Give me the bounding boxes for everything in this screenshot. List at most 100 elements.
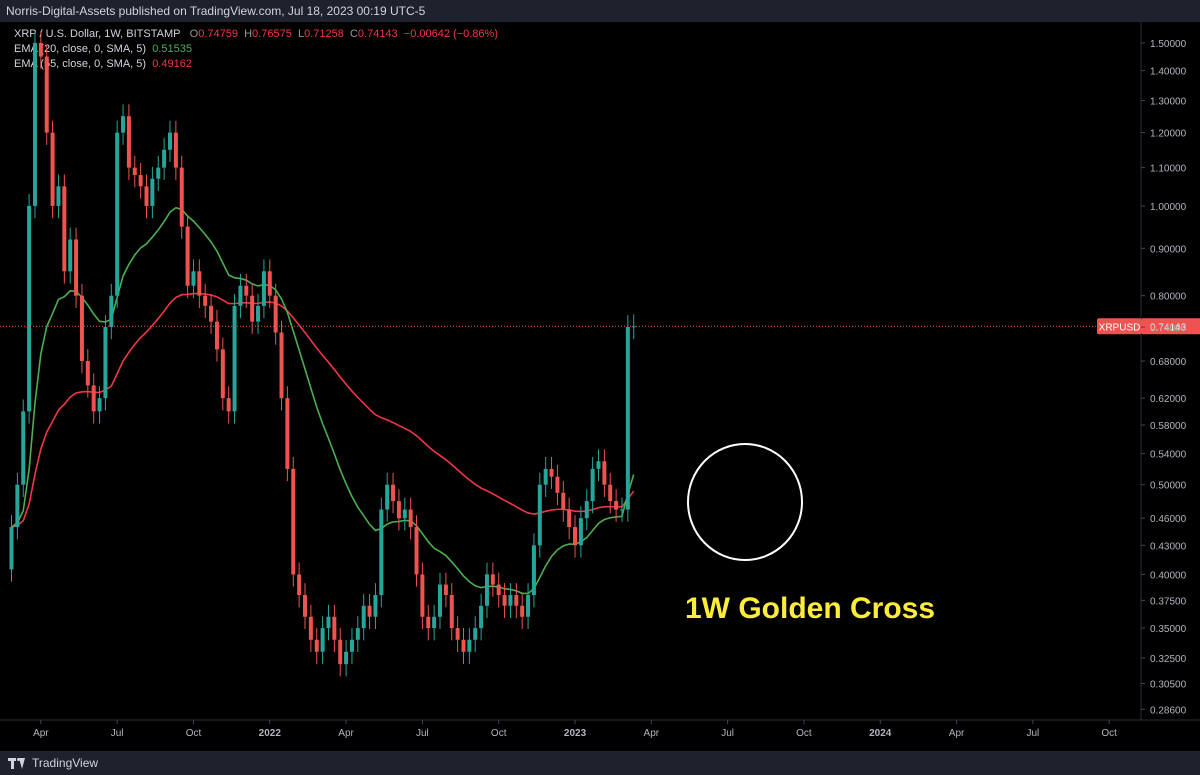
x-tick-label: Jul bbox=[721, 728, 734, 739]
candle bbox=[74, 227, 79, 308]
candle bbox=[132, 155, 137, 188]
x-tick-label: Apr bbox=[33, 728, 49, 739]
y-tick-label: 0.40000 bbox=[1150, 570, 1187, 581]
price-axis[interactable]: 0.28600 0.30500 0.32500 0.35000 0.37500 0.400… bbox=[1141, 39, 1187, 716]
candle bbox=[314, 627, 319, 665]
candle bbox=[602, 449, 607, 497]
candle bbox=[256, 293, 261, 334]
candle bbox=[162, 137, 167, 180]
candle bbox=[38, 31, 43, 69]
candle bbox=[537, 472, 542, 558]
candle bbox=[85, 349, 90, 398]
x-tick-label: Oct bbox=[186, 728, 202, 739]
candle bbox=[126, 104, 131, 180]
legend-low-label: L bbox=[297, 28, 305, 40]
candle bbox=[191, 259, 196, 298]
candle bbox=[473, 616, 478, 653]
y-tick-label: 1.20000 bbox=[1150, 129, 1187, 140]
candle bbox=[173, 120, 178, 180]
candle bbox=[379, 497, 384, 608]
y-tick-label: 0.74000 bbox=[1150, 323, 1187, 334]
last-price-symbol-label: XRPUSD bbox=[1099, 322, 1141, 333]
ema55-line bbox=[11, 292, 635, 528]
candle bbox=[308, 604, 313, 653]
candle bbox=[625, 315, 630, 522]
candle bbox=[279, 320, 284, 411]
candle bbox=[414, 515, 419, 587]
candle bbox=[344, 639, 349, 677]
brand-name: TradingView bbox=[32, 756, 99, 770]
candle bbox=[578, 506, 583, 558]
legend-change: −0.00642 (−0.86%) bbox=[403, 28, 498, 40]
candle bbox=[508, 583, 513, 619]
candle bbox=[467, 627, 472, 665]
last-price-line: XRPUSD 0.74143 bbox=[0, 318, 1200, 335]
legend-low-value: 0.71258 bbox=[304, 28, 344, 40]
candle bbox=[561, 480, 566, 522]
y-tick-label: 0.43000 bbox=[1150, 541, 1187, 552]
x-tick-label: Oct bbox=[796, 728, 812, 739]
candle bbox=[79, 283, 84, 374]
candle bbox=[555, 464, 560, 506]
last-price-value-tag bbox=[1142, 318, 1200, 335]
candle bbox=[490, 562, 495, 597]
y-tick-label: 0.35000 bbox=[1150, 624, 1187, 635]
candle bbox=[349, 627, 354, 665]
x-tick-label: Apr bbox=[338, 728, 354, 739]
candle bbox=[496, 572, 501, 608]
candle bbox=[549, 457, 554, 489]
y-tick-label: 0.30500 bbox=[1150, 679, 1187, 690]
y-tick-label: 0.32500 bbox=[1150, 654, 1187, 665]
time-axis[interactable]: Apr Jul Oct 2022 Apr Jul Oct 2023 Apr Jul Oct 2024 A… bbox=[33, 720, 1117, 739]
y-tick-label: 0.62000 bbox=[1150, 394, 1187, 405]
candle bbox=[150, 166, 155, 219]
tradingview-brand[interactable]: TradingView bbox=[8, 756, 98, 770]
legend-close-value: 0.74143 bbox=[357, 28, 398, 40]
chart-legend: XRP / U.S. Dollar, 1W, BITSTAMP O0.74759… bbox=[14, 27, 498, 72]
candle bbox=[514, 583, 519, 619]
x-tick-label: Jul bbox=[416, 728, 429, 739]
x-tick-label: Oct bbox=[1101, 728, 1117, 739]
candle bbox=[596, 449, 601, 482]
candle bbox=[138, 163, 143, 199]
candle bbox=[631, 314, 636, 340]
candle bbox=[338, 627, 343, 677]
ema55-series bbox=[11, 292, 635, 528]
candle bbox=[461, 627, 466, 665]
x-tick-label: Apr bbox=[949, 728, 965, 739]
candle bbox=[62, 174, 67, 284]
published-header: Norris-Digital-Assets published on Tradi… bbox=[0, 0, 1200, 22]
candle bbox=[220, 337, 225, 411]
y-tick-label: 0.50000 bbox=[1150, 481, 1187, 492]
candle bbox=[56, 174, 61, 219]
candle bbox=[396, 489, 401, 531]
candle bbox=[203, 283, 208, 319]
candle bbox=[9, 515, 14, 582]
candle bbox=[391, 472, 396, 514]
candle bbox=[250, 283, 255, 334]
candle bbox=[144, 174, 149, 219]
candle bbox=[385, 472, 390, 522]
y-tick-label: 0.80000 bbox=[1150, 292, 1187, 303]
y-tick-label: 0.54000 bbox=[1150, 450, 1187, 461]
candle bbox=[50, 120, 55, 219]
candle bbox=[297, 562, 302, 608]
candle bbox=[455, 616, 460, 653]
candles-series bbox=[9, 31, 636, 677]
candle bbox=[44, 44, 49, 145]
y-tick-label: 1.00000 bbox=[1150, 202, 1187, 213]
y-tick-label: 0.68000 bbox=[1150, 357, 1187, 368]
y-tick-label: 1.40000 bbox=[1150, 67, 1187, 78]
x-tick-label: Apr bbox=[644, 728, 660, 739]
x-tick-label: Jul bbox=[111, 728, 124, 739]
candle bbox=[438, 572, 443, 630]
legend-open-label: O bbox=[189, 28, 199, 40]
x-tick-label: Jul bbox=[1026, 728, 1039, 739]
candle bbox=[97, 386, 102, 424]
candle bbox=[320, 616, 325, 665]
candle bbox=[285, 386, 290, 482]
candle bbox=[91, 373, 96, 424]
candle bbox=[520, 593, 525, 630]
last-price-symbol-tag bbox=[1097, 318, 1142, 335]
